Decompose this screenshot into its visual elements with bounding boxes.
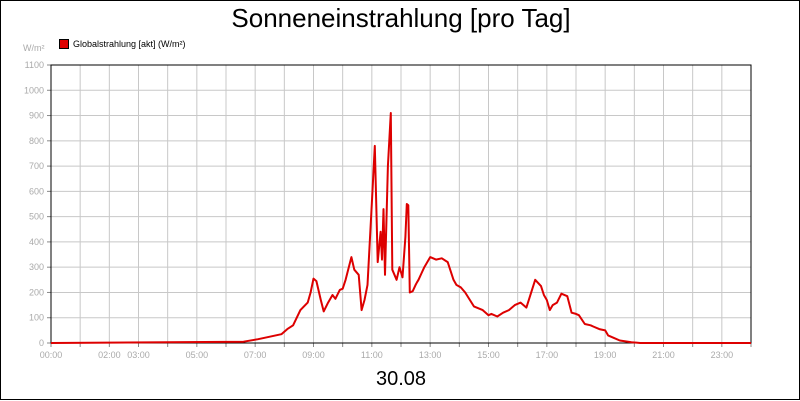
x-tick-label: 00:00 [40, 350, 63, 360]
y-tick-label: 200 [29, 287, 44, 297]
x-tick-label: 21:00 [652, 350, 675, 360]
legend-label: Globalstrahlung [akt] (W/m²) [73, 39, 186, 49]
chart-title: Sonneneinstrahlung [pro Tag] [231, 3, 571, 33]
x-axis-date-label: 30.08 [375, 368, 427, 390]
x-tick-label: 19:00 [594, 350, 617, 360]
x-tick-label: 13:00 [419, 350, 442, 360]
y-axis-unit: W/m² [23, 43, 45, 53]
x-tick-label: 09:00 [302, 350, 325, 360]
y-tick-label: 1100 [25, 60, 44, 70]
plot-border [50, 64, 752, 344]
x-tick-label: 11:00 [361, 350, 383, 360]
x-tick-label: 05:00 [186, 350, 209, 360]
y-tick-label: 100 [29, 313, 44, 323]
series-line [50, 112, 751, 344]
y-tick-label: 400 [29, 237, 44, 247]
y-tick-label: 500 [29, 212, 44, 222]
x-tick-label: 07:00 [244, 350, 267, 360]
y-tick-label: 1000 [24, 85, 44, 95]
x-tick-label: 03:00 [127, 350, 150, 360]
y-tick-label: 300 [29, 262, 44, 272]
x-tick-label: 17:00 [536, 350, 559, 360]
x-tick-label: 15:00 [477, 350, 500, 360]
legend-swatch [59, 39, 69, 49]
legend: Globalstrahlung [akt] (W/m²) [59, 39, 186, 49]
y-tick-label: 900 [29, 111, 44, 121]
y-tick-label: 700 [29, 161, 44, 171]
x-tick-label: 02:00 [98, 350, 121, 360]
x-tick-label: 23:00 [711, 350, 734, 360]
y-tick-label: 800 [29, 136, 44, 146]
y-tick-label: 0 [39, 338, 44, 348]
y-tick-label: 600 [29, 186, 44, 196]
